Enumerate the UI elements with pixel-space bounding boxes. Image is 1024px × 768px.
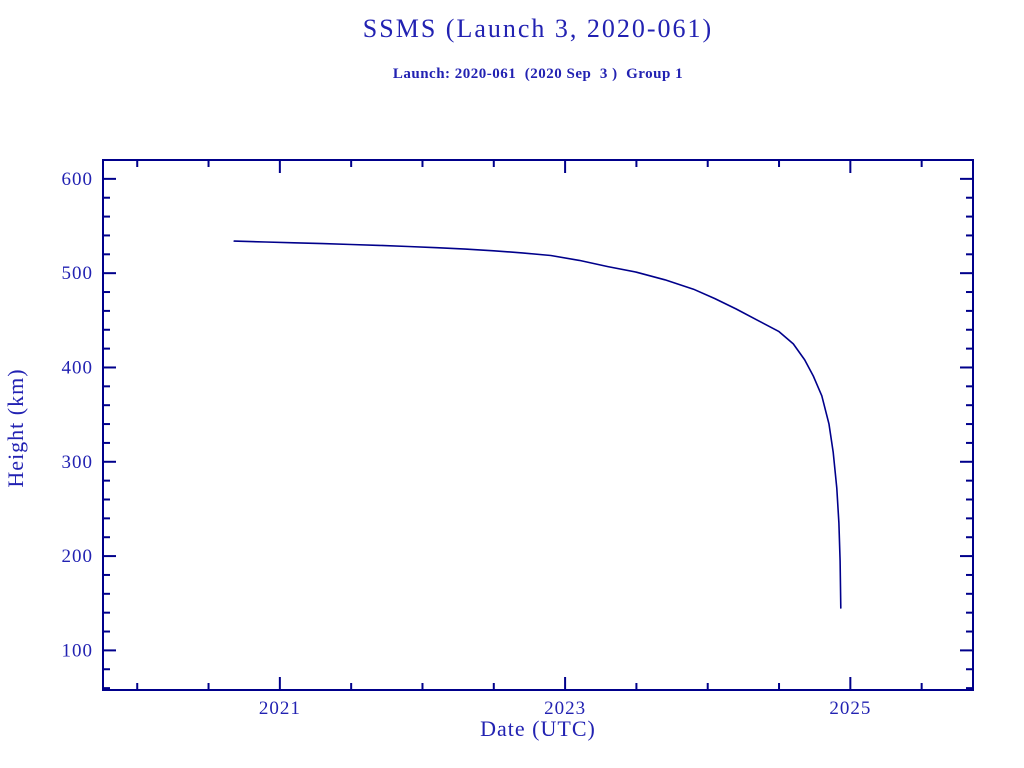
chart-subtitle: Launch: 2020-061 (2020 Sep 3 ) Group 1 [392, 66, 684, 82]
y-tick-label: 600 [62, 169, 94, 190]
plot-border [102, 159, 974, 691]
x-tick-label: 2025 [829, 698, 871, 719]
x-axis-label: Date (UTC) [480, 716, 596, 741]
y-tick-label: 400 [62, 357, 94, 378]
chart-title: SSMS (Launch 3, 2020-061) [362, 14, 714, 43]
y-tick-label: 500 [62, 263, 94, 284]
x-tick-label: 2023 [544, 698, 586, 719]
decay-curve [233, 240, 842, 609]
y-tick-label: 300 [62, 452, 94, 473]
x-tick-label: 2021 [259, 698, 301, 719]
y-tick-label: 100 [62, 640, 94, 661]
y-tick-label: 200 [62, 546, 94, 567]
